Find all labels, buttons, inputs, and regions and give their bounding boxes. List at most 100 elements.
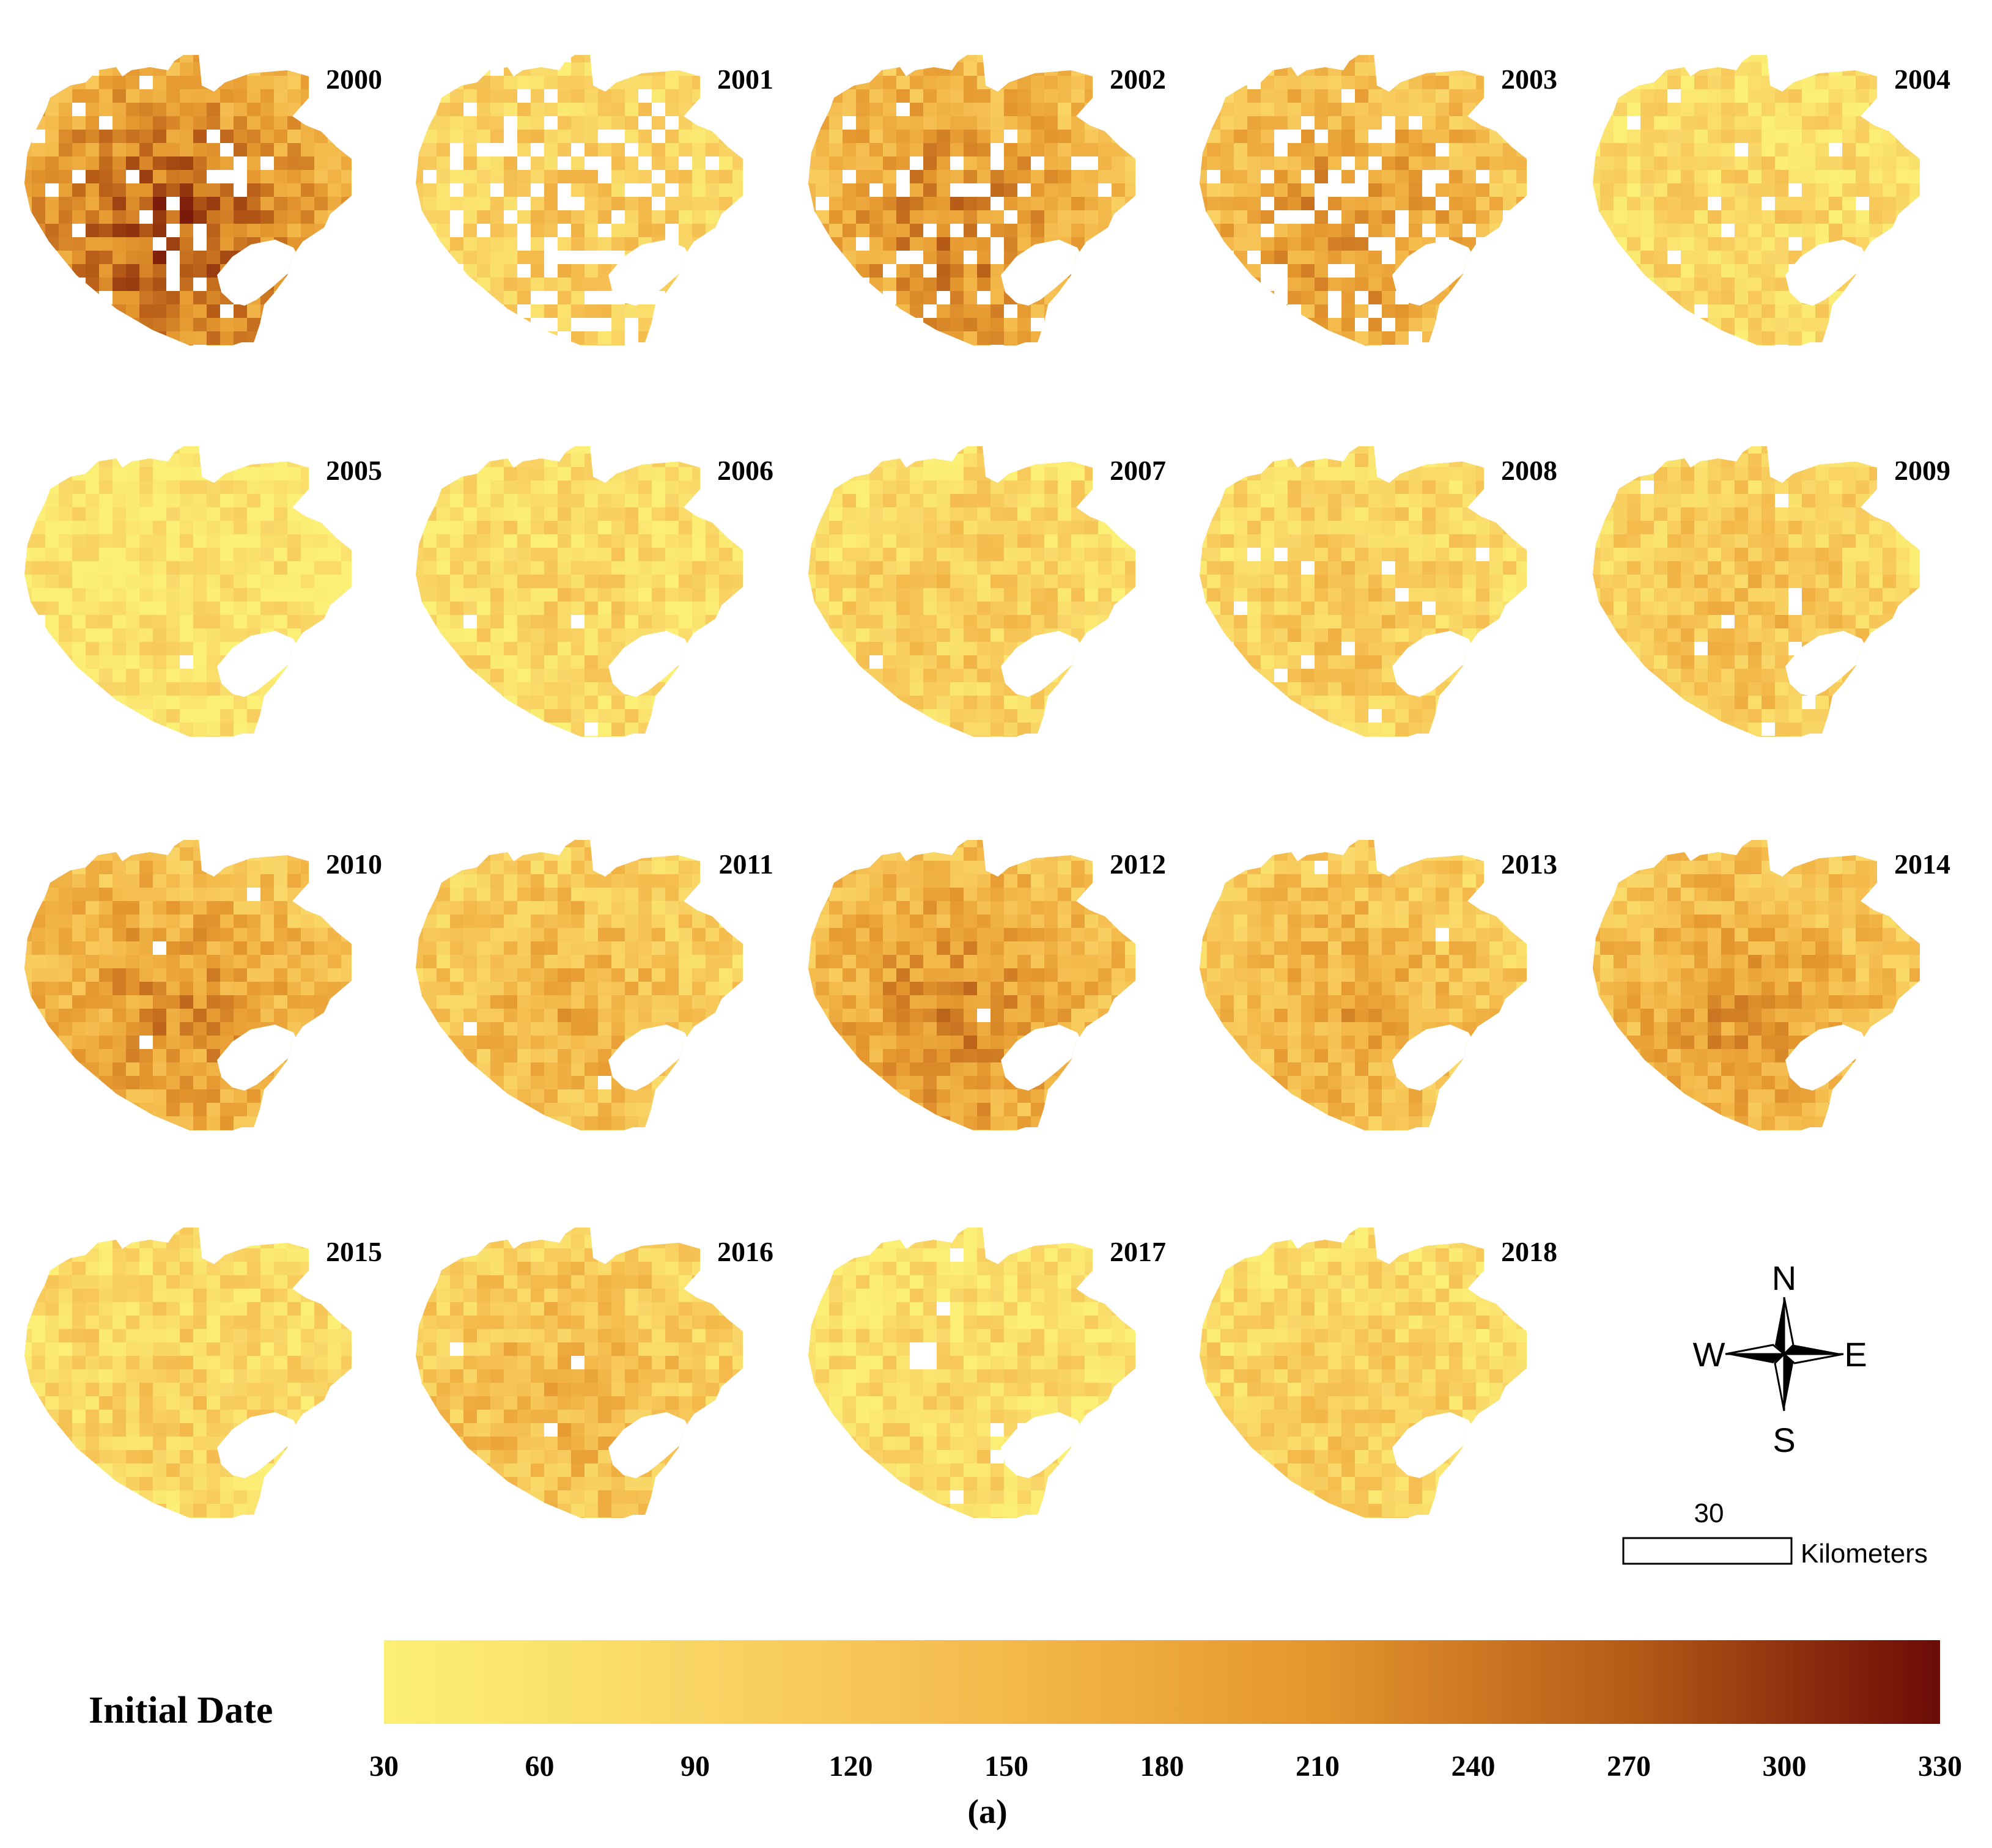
map-cell	[977, 548, 990, 561]
map-cell	[585, 278, 598, 291]
map-cell	[692, 682, 706, 696]
map-cell	[1125, 709, 1135, 723]
map-cell	[1667, 224, 1681, 237]
map-cell	[816, 318, 829, 331]
map-cell	[950, 467, 964, 480]
map-cell	[869, 345, 883, 358]
map-cell	[32, 251, 45, 264]
map-cell	[1382, 55, 1395, 62]
map-cell	[72, 561, 86, 575]
map-cell	[1017, 534, 1031, 548]
map-cell	[679, 521, 692, 534]
map-cell	[1288, 446, 1301, 454]
map-cell	[571, 628, 585, 642]
map-cell	[1138, 682, 1152, 696]
map-cell	[1708, 345, 1721, 358]
map-cell	[99, 682, 113, 696]
map-cell	[1112, 575, 1125, 588]
map-cell	[247, 331, 260, 345]
map-cell	[964, 224, 977, 237]
map-cell	[816, 331, 829, 345]
map-cell	[625, 210, 638, 224]
map-cell	[1449, 304, 1463, 318]
map-cell	[1409, 224, 1422, 237]
map-cell	[113, 561, 126, 575]
map-cell	[652, 116, 665, 130]
map-cell	[1409, 103, 1422, 116]
map-cell	[1735, 170, 1748, 183]
map-cell	[260, 723, 274, 736]
map-cell	[638, 467, 652, 480]
map-cell	[1058, 561, 1071, 575]
map-cell	[260, 575, 274, 588]
map-cell	[719, 548, 732, 561]
map-cell	[990, 628, 1004, 642]
map-cell	[32, 318, 45, 331]
map-cell	[816, 446, 829, 454]
map-cell	[638, 446, 652, 454]
map-cell	[808, 251, 816, 264]
map-cell	[126, 237, 139, 251]
map-cell	[1409, 143, 1422, 156]
map-cell	[869, 264, 883, 278]
map-cell	[611, 55, 625, 62]
map-cell	[910, 197, 923, 210]
map-cell	[1627, 116, 1640, 130]
map-cell	[517, 615, 531, 628]
map-cell	[585, 696, 598, 709]
map-cell	[1112, 156, 1125, 170]
map-cell	[1735, 237, 1748, 251]
map-cell	[816, 224, 829, 237]
map-cell	[1031, 183, 1044, 197]
map-cell	[504, 480, 517, 494]
map-cell	[1395, 103, 1409, 116]
map-cell	[180, 709, 193, 723]
map-cell	[829, 446, 843, 454]
map-cell	[193, 655, 207, 669]
map-cell	[571, 318, 585, 331]
map-cell	[32, 446, 45, 454]
map-cell	[611, 331, 625, 345]
map-cell	[585, 723, 598, 736]
map-cell	[1112, 318, 1125, 331]
map-cell	[517, 696, 531, 709]
map-cell	[59, 696, 72, 709]
map-cell	[558, 130, 571, 143]
map-cell	[1489, 210, 1503, 224]
map-cell	[450, 507, 463, 521]
map-cell	[732, 237, 743, 251]
map-cell	[937, 736, 950, 737]
map-cell	[558, 467, 571, 480]
map-cell	[544, 103, 558, 116]
map-cell	[1449, 76, 1463, 89]
map-cell	[490, 615, 504, 628]
map-cell	[423, 655, 437, 669]
map-cell	[1667, 304, 1681, 318]
map-cell	[652, 494, 665, 507]
map-cell	[1125, 291, 1135, 304]
map-cell	[24, 494, 32, 507]
map-cell	[24, 454, 32, 467]
map-cell	[1614, 304, 1627, 318]
map-cell	[1315, 507, 1328, 521]
map-cell	[328, 345, 341, 358]
map-cell	[341, 642, 352, 655]
map-cell	[1788, 130, 1802, 143]
map-cell	[964, 723, 977, 736]
map-cell	[234, 237, 247, 251]
map-cell	[937, 278, 950, 291]
map-cell	[950, 446, 964, 454]
map-cell	[99, 345, 113, 358]
map-cell	[72, 454, 86, 467]
map-cell	[260, 89, 274, 103]
map-cell	[829, 628, 843, 642]
map-cell	[416, 736, 423, 737]
lagoon	[1392, 240, 1475, 306]
map-cell	[32, 55, 45, 62]
map-cell	[517, 103, 531, 116]
map-cell	[1815, 116, 1829, 130]
map-cell	[1125, 682, 1135, 696]
map-cell	[504, 696, 517, 709]
map-cell	[1802, 345, 1815, 358]
map-cell	[544, 237, 558, 251]
